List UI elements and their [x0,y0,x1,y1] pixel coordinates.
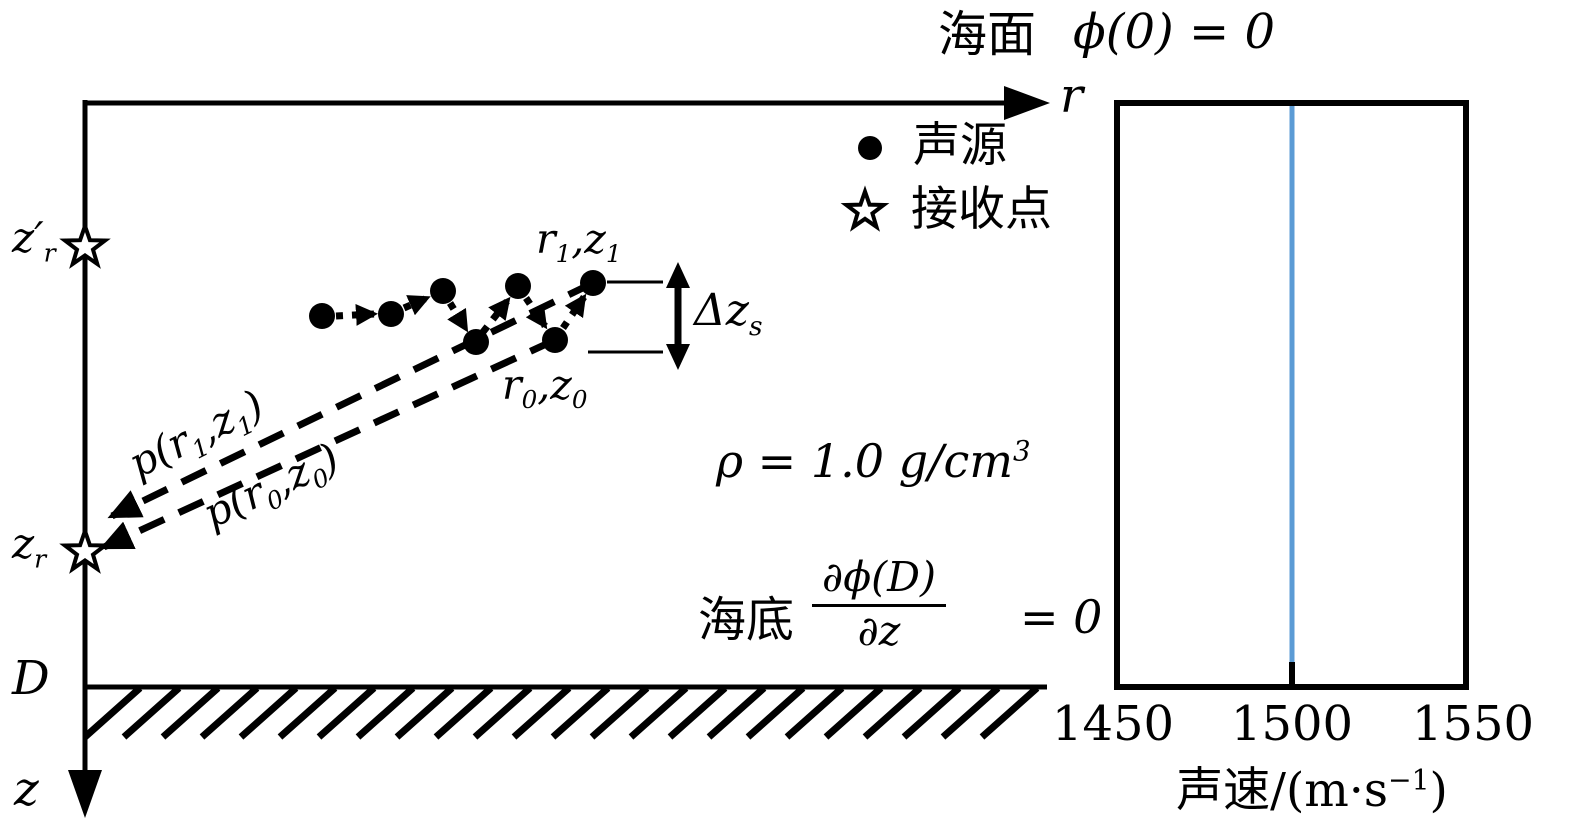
tick-label-1450: 1450 [1051,696,1175,752]
source-track-arrow [480,296,511,335]
source-track-arrow [523,296,548,330]
source-dot [580,270,606,296]
legend-receiver-label: 接收点 [911,182,1052,237]
r-axis-arrowhead-icon [1004,86,1050,120]
z-axis-label: z [14,762,39,817]
pressure-arrow-1 [107,279,595,520]
source-track-arrow [402,294,431,316]
density-formula: ρ = 1.0 g/cm3 [716,434,1031,488]
r-axis-label: r [1060,68,1083,124]
seabed-bc-numerator: ∂ϕ(D) [812,555,947,608]
seabed-bc-fraction: ∂ϕ(D) ∂z [812,555,947,656]
receiver-star-upper-icon [59,219,111,269]
seafloor-hatching [82,685,1040,740]
receiver-depth-lower-label: zr [12,519,47,574]
sound-speed-axis-label: 声速/(m·s−1) [1176,763,1448,818]
source-dot [505,273,531,299]
tick-label-1500: 1500 [1230,696,1354,752]
surface-bc-formula: ϕ(0) = 0 [1073,4,1275,60]
seabed-bc-denominator: ∂z [857,607,901,656]
profile-box [1114,100,1469,690]
source-state-1-label: r1,z1 [536,215,622,269]
z-axis-arrowhead-icon [68,770,102,818]
legend-source-label: 声源 [913,118,1007,173]
depth-step-label: Δzs [694,285,763,342]
legend-receiver-star-icon [840,185,890,232]
source-dot [430,278,456,304]
receiver-star-lower-icon [59,524,111,574]
legend-source-dot-icon [858,136,882,160]
source-track-arrow [560,293,587,330]
seabed-label: 海底 [698,592,795,648]
source-dot [378,301,404,327]
source-dot [542,327,568,353]
source-dot [463,329,489,355]
tick-label-1550: 1550 [1411,696,1535,752]
source-track-arrow [447,301,469,333]
sea-surface-label: 海面 [938,6,1037,63]
receiver-depth-upper-label: z′r [12,213,56,268]
source-track-arrow [335,303,378,326]
seabed-bc-rhs: = 0 [1020,590,1103,644]
source-state-0-label: r0,z0 [502,361,588,415]
pressure-arrow-0 [99,336,557,551]
seabed-depth-label: D [12,651,50,706]
depth-interval-arrowhead-up-icon [666,262,690,288]
source-dot [309,303,335,329]
depth-interval-arrowhead-down-icon [666,344,690,370]
